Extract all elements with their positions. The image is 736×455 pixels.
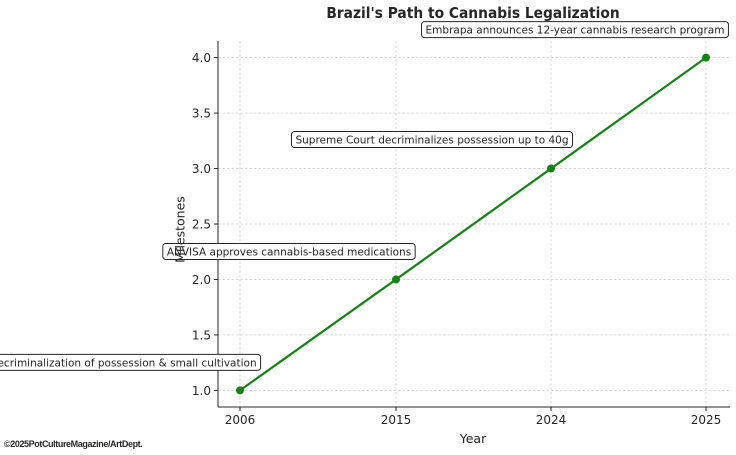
annotation: ANVISA approves cannabis-based medicatio…	[162, 242, 416, 260]
data-point	[236, 386, 244, 395]
annotation: Supreme Court decriminalizes possession …	[290, 131, 574, 149]
annotation-text: Supreme Court decriminalizes possession …	[295, 135, 568, 147]
annotation-box	[290, 131, 574, 149]
y-tick-label: 3.5	[192, 107, 211, 121]
x-axis-label: Year	[459, 431, 487, 446]
y-tick-label: 4.0	[192, 51, 211, 65]
x-tick-label: 2006	[225, 413, 256, 427]
annotation-box	[0, 353, 262, 371]
series-line	[239, 56, 707, 392]
y-axis-label: Milestones	[172, 196, 188, 263]
data-point	[392, 275, 400, 284]
annotation-text: Embrapa announces 12-year cannabis resea…	[426, 25, 725, 37]
y-tick-label: 2.5	[192, 218, 211, 232]
annotation: Decriminalization of possession & small …	[0, 353, 262, 371]
credit-text: ©2025PotCultureMagazine/ArtDept.	[4, 439, 143, 449]
data-point	[702, 53, 710, 62]
x-tick-label: 2025	[691, 413, 722, 427]
chart-title: Brazil's Path to Cannabis Legalization	[326, 4, 620, 22]
x-tick-label: 2015	[381, 413, 412, 427]
x-tick-label: 2024	[536, 413, 567, 427]
y-tick-label: 1.5	[192, 328, 211, 342]
y-tick-label: 1.0	[192, 384, 211, 398]
annotation-box	[421, 21, 729, 39]
y-tick-label: 3.0	[192, 162, 211, 176]
annotation-box	[162, 242, 416, 260]
y-tick-label: 2.0	[192, 273, 211, 287]
annotation: Embrapa announces 12-year cannabis resea…	[421, 21, 729, 39]
annotation-text: ANVISA approves cannabis-based medicatio…	[167, 246, 411, 258]
annotation-text: Decriminalization of possession & small …	[0, 357, 257, 369]
data-point	[547, 164, 555, 173]
